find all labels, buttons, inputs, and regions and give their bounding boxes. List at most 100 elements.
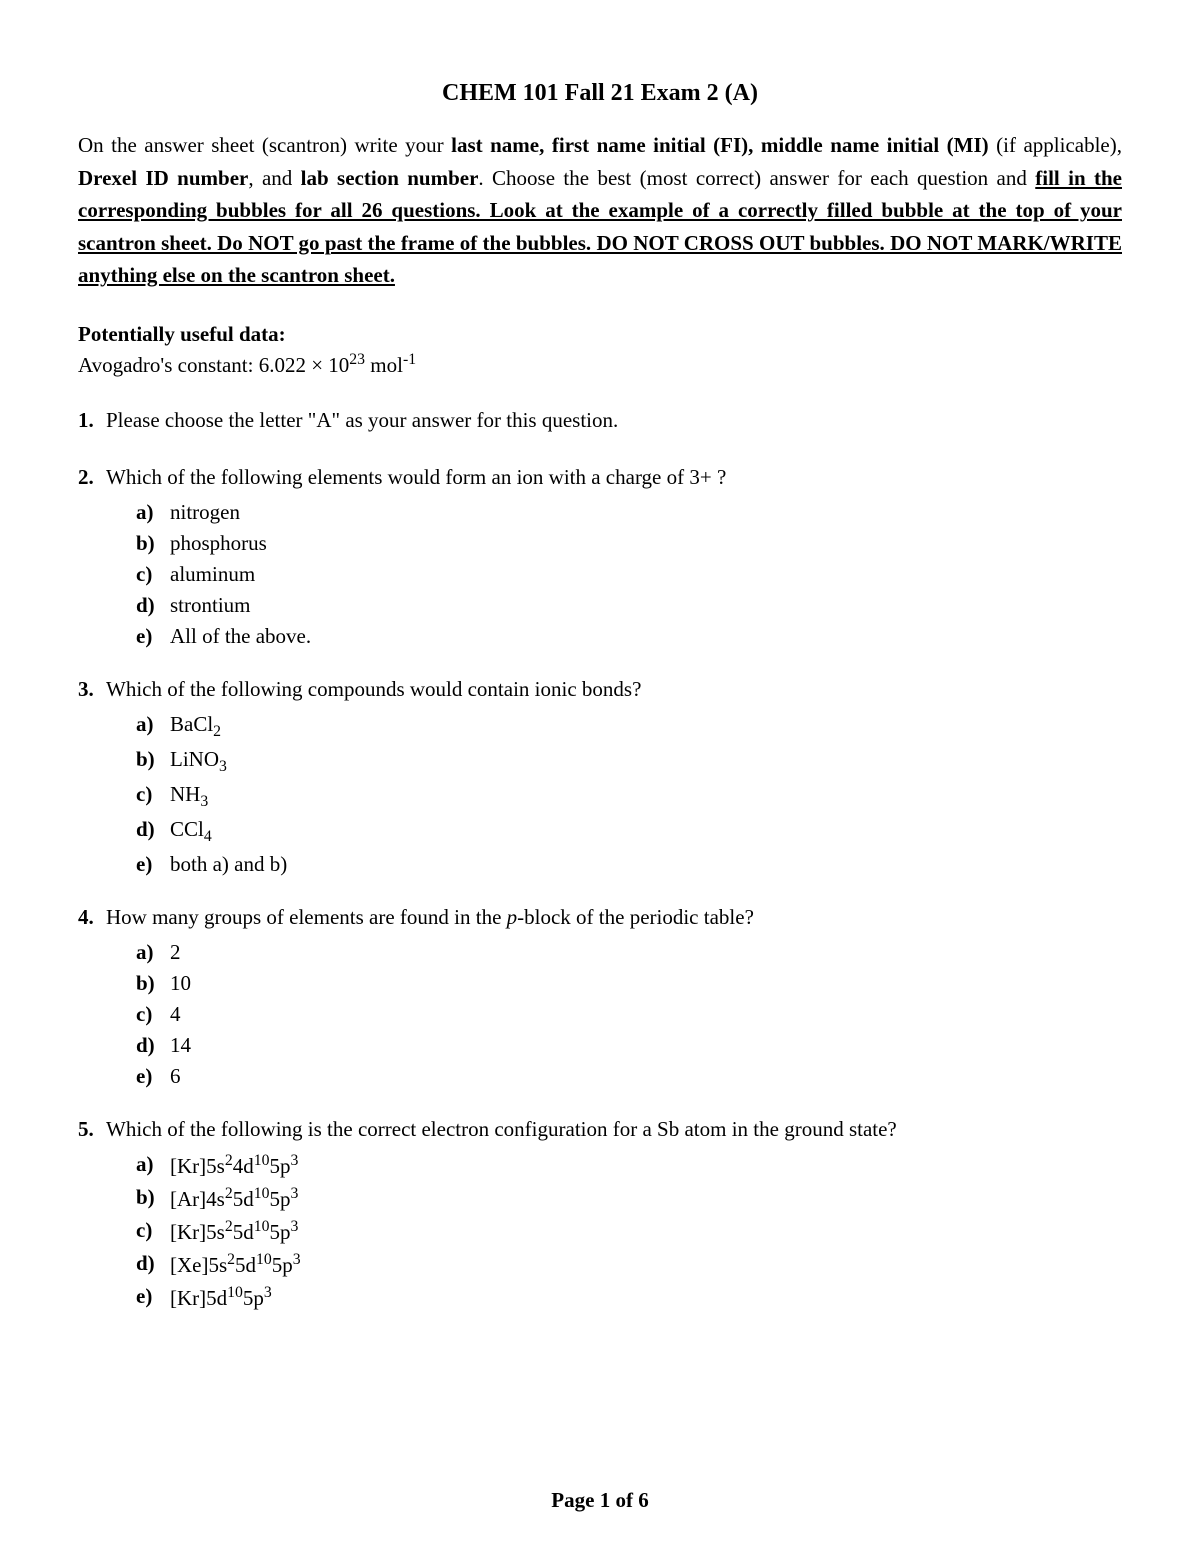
option-text: 14 [170, 1033, 1122, 1058]
question: 3.Which of the following compounds would… [78, 677, 1122, 884]
option-letter: b) [136, 747, 170, 776]
option: e)[Kr]5d105p3 [136, 1284, 1122, 1311]
instr-bold2: Drexel ID number [78, 166, 248, 190]
option: d)14 [136, 1033, 1122, 1058]
option: a)2 [136, 940, 1122, 965]
constant-pre: Avogadro's constant: 6.022 × 10 [78, 353, 349, 377]
option-letter: c) [136, 782, 170, 811]
question-text: Which of the following compounds would c… [106, 677, 1122, 702]
option: e)All of the above. [136, 624, 1122, 649]
option-letter: d) [136, 817, 170, 846]
question-body: How many groups of elements are found in… [106, 905, 1122, 1095]
question-number: 5. [78, 1117, 106, 1317]
question: 1.Please choose the letter "A" as your a… [78, 408, 1122, 443]
option-letter: d) [136, 593, 170, 618]
option: c)[Kr]5s25d105p3 [136, 1218, 1122, 1245]
option: b)10 [136, 971, 1122, 996]
question-body: Which of the following is the correct el… [106, 1117, 1122, 1317]
option: e)both a) and b) [136, 852, 1122, 877]
question: 5.Which of the following is the correct … [78, 1117, 1122, 1317]
page-footer: Page 1 of 6 [0, 1488, 1200, 1513]
question-text: Which of the following is the correct el… [106, 1117, 1122, 1142]
questions-container: 1.Please choose the letter "A" as your a… [78, 408, 1122, 1318]
option-letter: e) [136, 1064, 170, 1089]
question-text: How many groups of elements are found in… [106, 905, 1122, 930]
option-text: LiNO3 [170, 747, 1122, 776]
option-letter: e) [136, 624, 170, 649]
option-letter: a) [136, 940, 170, 965]
option-text: strontium [170, 593, 1122, 618]
option-text: [Kr]5d105p3 [170, 1284, 1122, 1311]
option-letter: a) [136, 500, 170, 525]
option: d)CCl4 [136, 817, 1122, 846]
question-number: 4. [78, 905, 106, 1095]
option: d)strontium [136, 593, 1122, 618]
option: a)BaCl2 [136, 712, 1122, 741]
exam-title: CHEM 101 Fall 21 Exam 2 (A) [78, 80, 1122, 107]
option: c)NH3 [136, 782, 1122, 811]
option-text: [Kr]5s25d105p3 [170, 1218, 1122, 1245]
option: d)[Xe]5s25d105p3 [136, 1251, 1122, 1278]
instr-bold3: lab section number [301, 166, 479, 190]
option-letter: b) [136, 971, 170, 996]
constant-post: mol [365, 353, 403, 377]
option-text: [Xe]5s25d105p3 [170, 1251, 1122, 1278]
option-text: [Ar]4s25d105p3 [170, 1185, 1122, 1212]
option-letter: d) [136, 1033, 170, 1058]
option-letter: e) [136, 852, 170, 877]
options-list: a)[Kr]5s24d105p3b)[Ar]4s25d105p3c)[Kr]5s… [136, 1152, 1122, 1311]
question-number: 3. [78, 677, 106, 884]
option: a)[Kr]5s24d105p3 [136, 1152, 1122, 1179]
option: b)LiNO3 [136, 747, 1122, 776]
constant-exp: 23 [349, 351, 365, 368]
options-list: a)2b)10c)4d)14e)6 [136, 940, 1122, 1089]
instr-bold1: last name, first name initial (FI), midd… [451, 133, 989, 157]
option-text: BaCl2 [170, 712, 1122, 741]
instr-mid: (if applicable), [989, 133, 1122, 157]
option: c)aluminum [136, 562, 1122, 587]
option-letter: a) [136, 712, 170, 741]
option-letter: b) [136, 531, 170, 556]
question-text: Please choose the letter "A" as your ans… [106, 408, 1122, 433]
instr-mid2: , and [248, 166, 300, 190]
question: 2.Which of the following elements would … [78, 465, 1122, 655]
question-number: 1. [78, 408, 106, 443]
option-text: phosphorus [170, 531, 1122, 556]
option-letter: c) [136, 562, 170, 587]
question: 4.How many groups of elements are found … [78, 905, 1122, 1095]
question-body: Which of the following compounds would c… [106, 677, 1122, 884]
option-text: [Kr]5s24d105p3 [170, 1152, 1122, 1179]
question-body: Which of the following elements would fo… [106, 465, 1122, 655]
option: e)6 [136, 1064, 1122, 1089]
instr-pre: On the answer sheet (scantron) write you… [78, 133, 451, 157]
instr-post: . Choose the best (most correct) answer … [478, 166, 1035, 190]
constant-exp2: -1 [403, 351, 416, 368]
instructions-paragraph: On the answer sheet (scantron) write you… [78, 129, 1122, 292]
option-text: All of the above. [170, 624, 1122, 649]
option-letter: b) [136, 1185, 170, 1212]
option-text: CCl4 [170, 817, 1122, 846]
option-letter: c) [136, 1218, 170, 1245]
option-text: NH3 [170, 782, 1122, 811]
option: b)[Ar]4s25d105p3 [136, 1185, 1122, 1212]
options-list: a)nitrogenb)phosphorusc)aluminumd)stront… [136, 500, 1122, 649]
option-letter: c) [136, 1002, 170, 1027]
options-list: a)BaCl2b)LiNO3c)NH3d)CCl4e)both a) and b… [136, 712, 1122, 878]
avogadro-constant: Avogadro's constant: 6.022 × 1023 mol-1 [78, 351, 1122, 378]
option-letter: d) [136, 1251, 170, 1278]
option-text: nitrogen [170, 500, 1122, 525]
useful-data-label: Potentially useful data: [78, 322, 1122, 347]
option-text: 6 [170, 1064, 1122, 1089]
option-letter: e) [136, 1284, 170, 1311]
option-text: 10 [170, 971, 1122, 996]
option: b)phosphorus [136, 531, 1122, 556]
exam-page: CHEM 101 Fall 21 Exam 2 (A) On the answe… [0, 0, 1200, 1553]
question-body: Please choose the letter "A" as your ans… [106, 408, 1122, 443]
question-text: Which of the following elements would fo… [106, 465, 1122, 490]
option-text: both a) and b) [170, 852, 1122, 877]
option-text: 4 [170, 1002, 1122, 1027]
option: c)4 [136, 1002, 1122, 1027]
question-number: 2. [78, 465, 106, 655]
option-text: 2 [170, 940, 1122, 965]
option-text: aluminum [170, 562, 1122, 587]
